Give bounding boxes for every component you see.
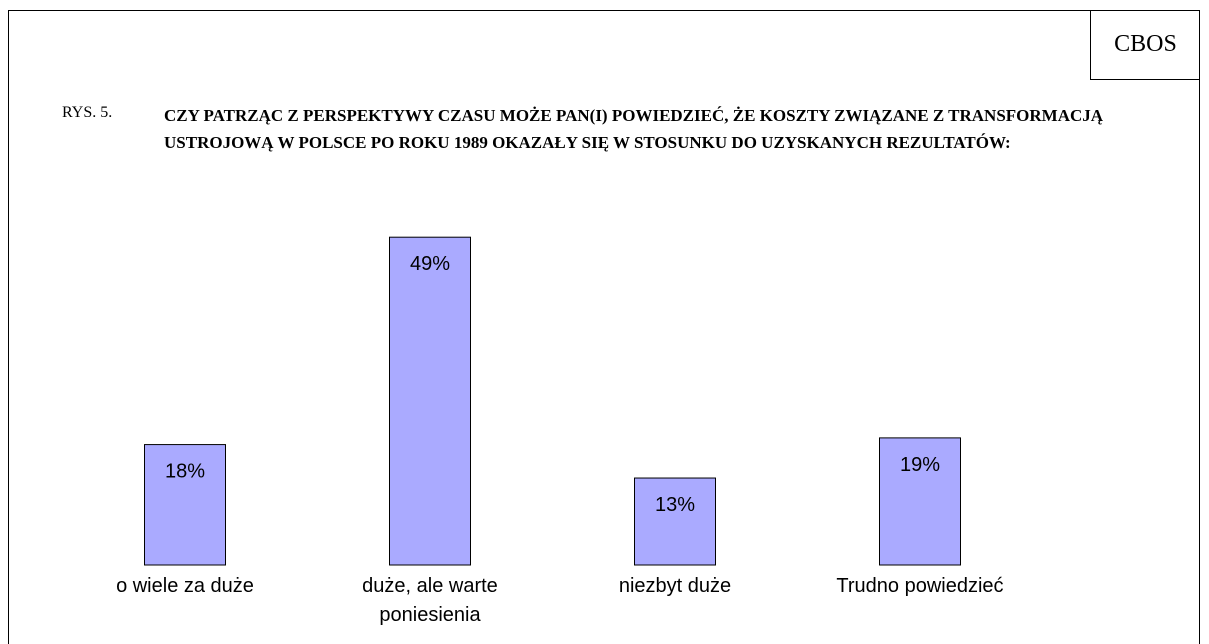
category-label: duże, ale warte poniesienia: [362, 575, 498, 626]
bar: [634, 477, 716, 566]
bar: [389, 236, 471, 566]
value-label: 19%: [900, 454, 940, 476]
chart-title: CZY PATRZĄC Z PERSPEKTYWY CZASU MOŻE PAN…: [164, 106, 1104, 152]
category-label: niezbyt duże: [618, 575, 732, 597]
bar: [879, 437, 961, 566]
value-label: 49%: [410, 253, 450, 275]
value-label: 13%: [655, 494, 695, 516]
brand: CBOS: [1090, 10, 1200, 80]
figure-label: RYS. 5.: [62, 104, 113, 121]
bar: [144, 444, 226, 566]
category-label: o wiele za duże: [116, 575, 254, 597]
category-label: Trudno powiedzieć: [836, 575, 1004, 597]
value-label: 18%: [165, 461, 205, 483]
frame: [8, 10, 1200, 644]
